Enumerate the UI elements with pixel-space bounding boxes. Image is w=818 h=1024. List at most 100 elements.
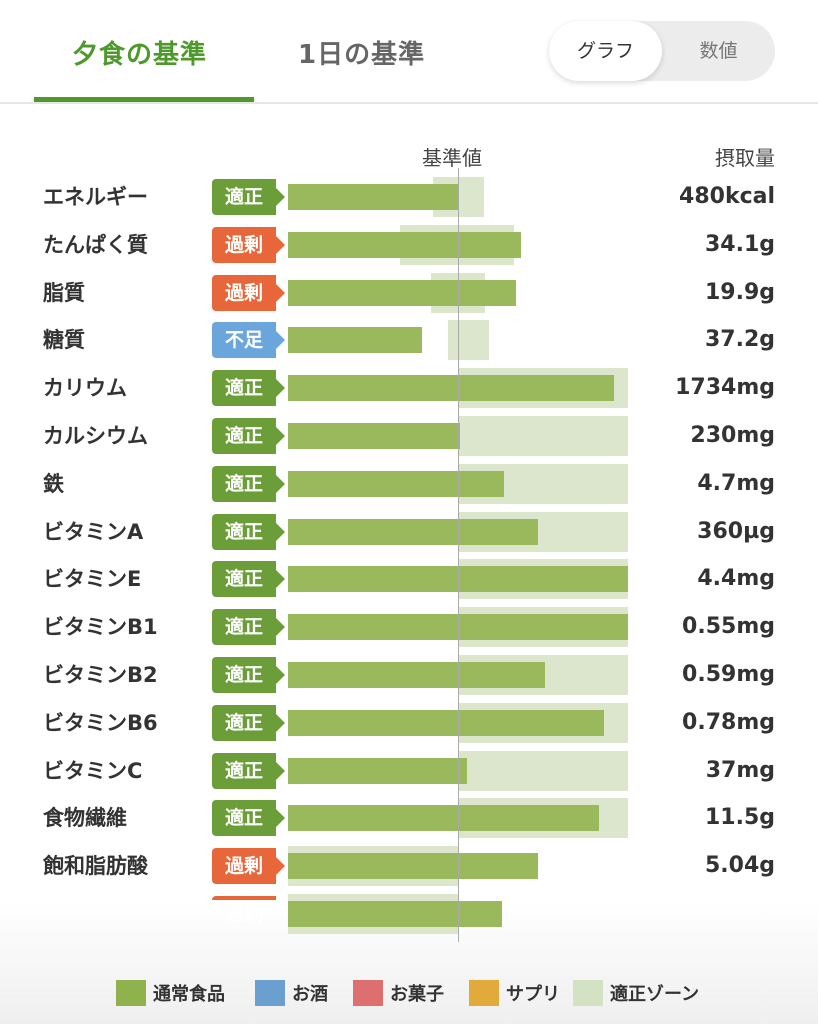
appropriate-zone — [458, 416, 628, 456]
nutrient-name: 糖質 — [43, 328, 85, 353]
status-badge-label: 不足 — [224, 329, 263, 352]
status-badge: 適正 — [212, 370, 285, 407]
tab-daily-standard[interactable]: 1日の基準 — [298, 40, 426, 70]
status-badge-label: 適正 — [224, 425, 263, 447]
nutrient-row: エネルギー 適正 480kcal — [0, 177, 818, 217]
nutrient-row: 糖質 不足 37.2g — [0, 320, 818, 361]
tab-bar: 夕食の基準 1日の基準 グラフ 数値 — [0, 0, 818, 104]
status-badge-label: 適正 — [224, 664, 263, 686]
baseline-header: 基準値 — [422, 146, 482, 170]
intake-bar — [288, 327, 423, 354]
intake-header: 摂取量 — [715, 146, 775, 170]
nutrient-name: カリウム — [43, 376, 127, 401]
intake-bar — [288, 805, 600, 832]
status-badge-label: 適正 — [224, 711, 263, 734]
intake-bar — [288, 184, 458, 210]
nutrient-name: たんぱく質 — [43, 232, 148, 257]
nutrient-row: ビタミンB6 適正 0.78mg — [0, 702, 818, 743]
appropriate-zone — [458, 750, 628, 791]
view-toggle-numbers-button[interactable]: 数値 — [699, 40, 738, 62]
intake-value: 34.1g — [704, 231, 775, 257]
intake-value: 360µg — [697, 518, 775, 544]
nutrient-name: ビタミンC — [43, 758, 143, 783]
legend-item: 適正ゾーン — [573, 978, 699, 1008]
nutrient-row: 脂質 過剰 19.9g — [0, 272, 818, 313]
status-badge: 適正 — [212, 513, 285, 550]
status-badge: 適正 — [212, 465, 285, 502]
status-badge: 適正 — [212, 752, 285, 789]
intake-value: 0.55mg — [682, 614, 775, 640]
status-badge-label: 適正 — [224, 616, 263, 639]
intake-bar — [288, 470, 504, 497]
nutrient-name: 食物繊維 — [43, 806, 127, 831]
status-badge-label: 過剰 — [224, 281, 263, 304]
intake-value: 4.7mg — [697, 470, 775, 496]
intake-bar — [288, 279, 516, 306]
nutrient-name: ビタミンA — [43, 519, 144, 544]
nutrient-name: エネルギー — [43, 185, 148, 209]
nutrient-row: カリウム 適正 1734mg — [0, 368, 818, 409]
nutrient-row: ビタミンA 適正 360µg — [0, 511, 818, 552]
legend-item: サプリ — [469, 978, 560, 1008]
legend-swatch — [255, 980, 285, 1006]
intake-value: 230mg — [690, 423, 775, 448]
nutrient-name: ビタミンB1 — [43, 615, 158, 640]
legend-swatch — [116, 980, 146, 1006]
nutrient-row: 鉄 適正 4.7mg — [0, 463, 818, 504]
status-badge: 適正 — [212, 800, 285, 837]
active-tab-indicator — [34, 97, 254, 102]
intake-value: 480kcal — [679, 184, 775, 209]
intake-bar — [288, 757, 467, 784]
status-badge: 適正 — [212, 657, 285, 693]
status-badge-label: 適正 — [224, 186, 263, 208]
intake-bar — [288, 423, 460, 449]
intake-bar — [288, 231, 521, 258]
intake-value: 37.2g — [704, 327, 775, 353]
status-badge: 過剰 — [212, 274, 285, 311]
status-badge-label: 適正 — [224, 568, 263, 591]
tab-dinner-standard[interactable]: 夕食の基準 — [72, 40, 208, 70]
intake-value: 0.59mg — [682, 662, 775, 687]
intake-value: 11.5g — [704, 805, 775, 831]
status-badge-label: 適正 — [224, 520, 263, 543]
status-badge: 適正 — [212, 561, 285, 598]
legend-label: 適正ゾーン — [610, 984, 700, 1005]
status-badge: 適正 — [212, 704, 285, 741]
intake-bar — [288, 518, 538, 545]
baseline-line — [458, 168, 459, 942]
view-toggle: グラフ 数値 — [549, 21, 775, 81]
status-badge-label: 過剰 — [224, 233, 263, 256]
intake-bar — [288, 662, 545, 688]
nutrient-row: 飽和脂肪酸 過剰 5.04g — [0, 846, 818, 887]
nutrient-name: ビタミンB6 — [43, 710, 158, 735]
nutrient-row: ビタミンC 適正 37mg — [0, 750, 818, 791]
intake-bar — [288, 375, 615, 402]
intake-value: 37mg — [705, 757, 775, 783]
legend-label: 通常食品 — [153, 984, 225, 1005]
intake-value: 4.4mg — [697, 566, 775, 592]
view-toggle-graph-button[interactable]: グラフ — [549, 21, 662, 81]
status-badge-label: 過剰 — [224, 855, 263, 878]
status-badge-label: 適正 — [224, 472, 263, 495]
nutrient-name: 飽和脂肪酸 — [43, 854, 148, 879]
nutrient-name: 脂質 — [43, 280, 85, 305]
nutrient-name: カルシウム — [43, 424, 148, 448]
intake-value: 19.9g — [704, 279, 775, 305]
status-badge: 適正 — [212, 418, 285, 454]
intake-value: 1734mg — [675, 375, 775, 401]
intake-bar — [288, 901, 503, 927]
nutrient-name: 鉄 — [43, 471, 64, 496]
status-badge-label: 適正 — [224, 759, 263, 782]
legend-label: サプリ — [506, 984, 560, 1005]
legend-swatch — [573, 980, 603, 1006]
status-badge: 不足 — [212, 322, 285, 359]
legend-swatch — [353, 980, 383, 1006]
nutrient-row: ビタミンE 適正 4.4mg — [0, 559, 818, 600]
intake-value: 0.78mg — [682, 709, 775, 735]
legend-item: 通常食品 — [116, 978, 225, 1008]
status-badge: 過剰 — [212, 848, 285, 885]
legend-label: お酒 — [292, 984, 328, 1005]
status-badge-label: 適正 — [224, 377, 263, 400]
nutrient-name: ビタミンE — [43, 567, 142, 592]
status-badge: 適正 — [212, 179, 285, 215]
